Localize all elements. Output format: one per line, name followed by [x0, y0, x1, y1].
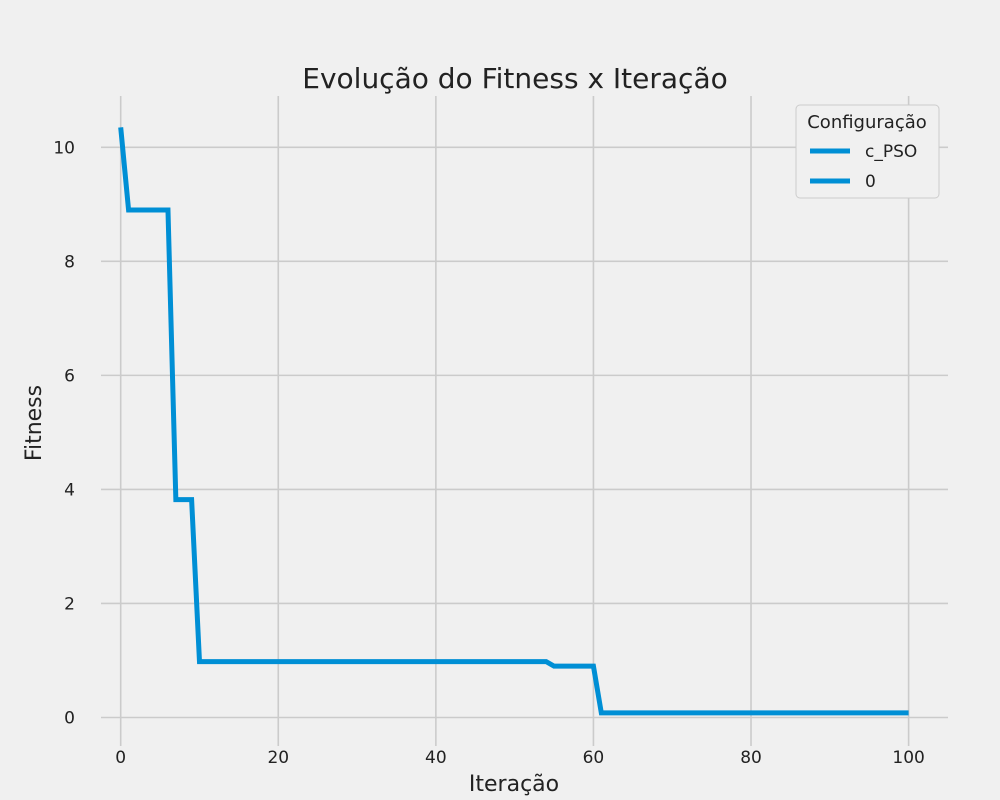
chart-title: Evolução do Fitness x Iteração: [302, 62, 727, 95]
x-tick-label: 20: [267, 748, 289, 768]
legend: Configuração c_PSO 0: [795, 104, 940, 199]
y-tick-label: 10: [53, 138, 75, 158]
y-axis-label: Fitness: [22, 385, 47, 461]
y-tick-label: 6: [64, 366, 75, 386]
grid: [101, 96, 948, 746]
legend-title: Configuração: [807, 112, 927, 133]
x-tick-label: 40: [425, 748, 447, 768]
x-tick-label: 0: [115, 748, 126, 768]
legend-entry-0: 0: [865, 172, 876, 192]
legend-entry-c-pso: c_PSO: [865, 142, 917, 162]
x-axis-label: Iteração: [469, 772, 559, 797]
y-tick-label: 0: [64, 708, 75, 728]
x-tick-label: 60: [583, 748, 605, 768]
y-tick-label: 4: [64, 480, 75, 500]
tick-labels: 0 20 40 60 80 100 0 2 4 6 8 10: [53, 138, 924, 768]
legend-box: [795, 104, 940, 199]
y-tick-label: 8: [64, 252, 75, 272]
y-tick-label: 2: [64, 594, 75, 614]
x-tick-label: 80: [740, 748, 762, 768]
series-line-0: [118, 127, 909, 716]
series-layer: [118, 127, 909, 716]
x-tick-label: 100: [892, 748, 924, 768]
